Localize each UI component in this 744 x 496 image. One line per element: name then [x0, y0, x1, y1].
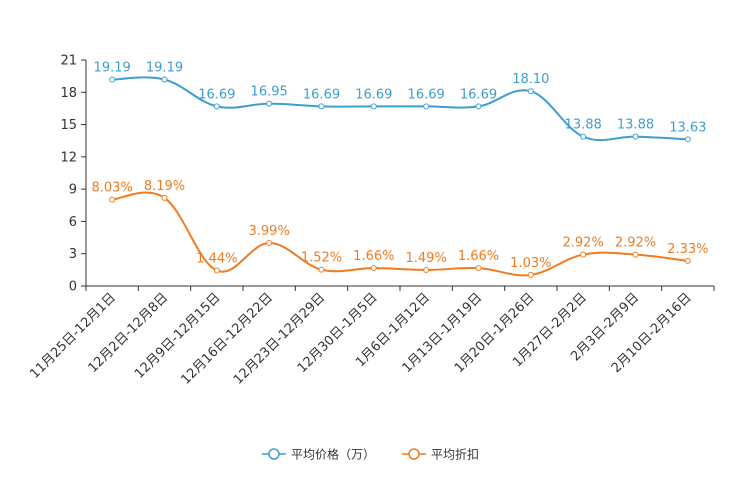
data-label: 1.44%: [196, 252, 237, 267]
data-point[interactable]: [475, 265, 482, 272]
data-point[interactable]: [580, 133, 587, 140]
chart-legend[interactable]: 平均价格（万） 平均折扣: [262, 447, 479, 462]
legend-item-0[interactable]: 平均价格（万）: [262, 447, 375, 462]
legend-label: 平均价格（万）: [291, 447, 375, 462]
data-label: 18.10: [512, 72, 549, 87]
y-tick-label: 6: [69, 215, 77, 230]
data-label: 1.66%: [458, 249, 499, 264]
series-line-0: [112, 76, 688, 142]
x-tick-label: 12月16日-12月22日: [179, 290, 276, 387]
data-point[interactable]: [109, 196, 116, 203]
y-tick-label: 9: [69, 183, 77, 198]
data-point[interactable]: [161, 76, 168, 83]
y-tick-label: 15: [60, 118, 77, 133]
data-labels: 19.19 19.19 16.69 16.95 16.69 16.69 16.69 16.69…: [92, 60, 709, 270]
data-label: 8.19%: [144, 179, 185, 194]
chart-axes: 03691215182111月25日-12月1日12月2日-12月8日12月9日…: [27, 54, 715, 388]
y-tick-label: 0: [69, 280, 77, 295]
data-label: 16.69: [460, 87, 497, 102]
data-point[interactable]: [213, 267, 220, 274]
legend-item-1[interactable]: 平均折扣: [402, 447, 479, 462]
data-point[interactable]: [632, 133, 639, 140]
x-tick-label: 12月23日-12月29日: [231, 290, 328, 387]
data-label: 3.99%: [249, 224, 290, 239]
data-point[interactable]: [318, 103, 325, 110]
y-tick-label: 21: [60, 54, 77, 69]
data-label: 2.92%: [615, 236, 656, 251]
data-point[interactable]: [266, 240, 273, 247]
data-label: 1.66%: [353, 249, 394, 264]
data-point[interactable]: [266, 100, 273, 107]
data-label: 8.03%: [92, 181, 133, 196]
data-point[interactable]: [213, 103, 220, 110]
data-label: 19.19: [146, 60, 183, 75]
x-tick-label: 11月25日-12月1日: [27, 290, 119, 382]
data-point[interactable]: [684, 136, 691, 143]
data-label: 16.69: [408, 87, 445, 102]
data-point[interactable]: [370, 265, 377, 272]
data-point[interactable]: [580, 251, 587, 258]
data-point[interactable]: [527, 88, 534, 95]
data-point[interactable]: [527, 271, 534, 278]
data-point[interactable]: [318, 266, 325, 273]
y-tick-label: 12: [60, 150, 77, 165]
data-point[interactable]: [370, 103, 377, 110]
data-point[interactable]: [423, 103, 430, 110]
legend-label: 平均折扣: [431, 447, 479, 462]
data-point[interactable]: [109, 76, 116, 83]
data-point[interactable]: [684, 257, 691, 264]
legend-marker-icon: [408, 448, 420, 460]
data-point[interactable]: [423, 266, 430, 273]
data-label: 16.69: [355, 87, 392, 102]
data-label: 19.19: [94, 60, 131, 75]
data-label: 1.49%: [406, 251, 447, 266]
series-lines: [109, 76, 691, 278]
data-label: 1.03%: [510, 256, 551, 271]
data-point[interactable]: [161, 194, 168, 201]
data-label: 1.52%: [301, 251, 342, 266]
data-label: 16.69: [198, 87, 235, 102]
data-point[interactable]: [475, 103, 482, 110]
data-label: 2.92%: [563, 236, 604, 251]
data-label: 13.63: [669, 120, 706, 135]
data-label: 13.88: [565, 118, 602, 133]
data-label: 13.88: [617, 118, 654, 133]
data-point[interactable]: [632, 251, 639, 258]
data-label: 16.69: [303, 87, 340, 102]
y-tick-label: 18: [60, 86, 77, 101]
data-label: 2.33%: [667, 242, 708, 257]
legend-marker-icon: [268, 448, 280, 460]
y-tick-label: 3: [69, 247, 77, 262]
data-label: 16.95: [251, 85, 288, 100]
